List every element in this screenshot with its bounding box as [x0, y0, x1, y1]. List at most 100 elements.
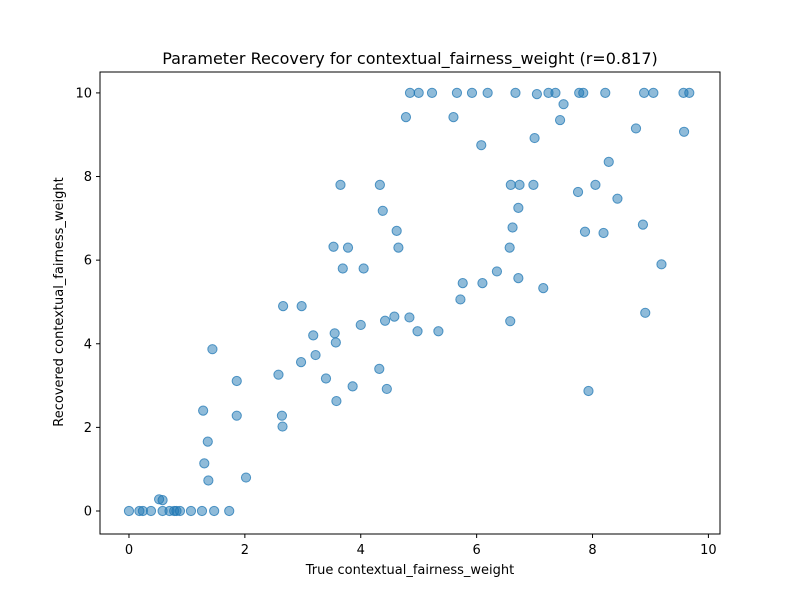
data-point — [209, 505, 220, 517]
data-point — [598, 227, 609, 239]
data-point — [355, 319, 366, 331]
data-point — [320, 373, 332, 384]
chart-title: Parameter Recovery for contextual_fairne… — [162, 49, 658, 69]
data-point — [448, 112, 459, 123]
data-point — [630, 123, 642, 134]
data-point — [391, 225, 402, 236]
data-point — [393, 242, 404, 253]
data-point — [328, 241, 339, 252]
data-point — [347, 381, 358, 392]
plot-frame — [99, 71, 721, 535]
x-tick-label: 0 — [125, 543, 133, 558]
data-point — [579, 226, 591, 237]
x-tick-label: 2 — [241, 543, 249, 558]
data-point — [457, 278, 468, 289]
data-point — [513, 202, 524, 213]
data-point — [308, 330, 319, 341]
data-point — [335, 179, 346, 190]
data-point — [513, 273, 524, 284]
data-point — [455, 294, 466, 305]
data-point — [157, 495, 168, 506]
data-point — [377, 205, 388, 216]
data-point — [678, 126, 690, 137]
data-point — [240, 472, 252, 483]
data-point — [231, 410, 242, 421]
data-point — [330, 337, 341, 348]
data-point — [374, 179, 385, 190]
data-point — [185, 505, 197, 517]
data-point — [404, 312, 415, 323]
data-point — [531, 89, 542, 100]
data-point — [276, 410, 288, 421]
data-point — [528, 179, 539, 190]
data-point — [400, 112, 412, 123]
data-point — [196, 505, 208, 517]
data-point — [199, 458, 210, 469]
data-point — [389, 311, 400, 322]
data-point — [477, 278, 488, 289]
data-point — [358, 263, 369, 274]
y-tick-label: 6 — [84, 254, 92, 269]
data-point — [329, 328, 340, 339]
x-tick-label: 8 — [588, 543, 596, 558]
data-point — [231, 375, 242, 387]
data-point — [514, 179, 525, 190]
data-point — [451, 87, 463, 99]
x-tick-label: 6 — [472, 543, 480, 558]
x-axis-label: True contextual_fairness_weight — [305, 563, 514, 578]
data-point — [277, 421, 288, 432]
data-point — [684, 87, 695, 99]
axes-layer: 0 2 4 6 8 10 0 2 4 6 8 10 — [75, 71, 721, 558]
data-point — [572, 186, 584, 198]
data-point — [648, 87, 659, 99]
data-point — [491, 266, 503, 277]
data-point — [426, 87, 438, 99]
data-point — [466, 87, 478, 99]
y-tick-label: 4 — [84, 337, 92, 352]
data-point — [510, 87, 521, 99]
data-point — [412, 326, 423, 337]
data-point — [310, 349, 321, 361]
data-point — [529, 132, 540, 144]
data-point — [612, 193, 623, 204]
data-point — [413, 87, 424, 99]
data-point — [207, 344, 218, 355]
data-point — [507, 222, 518, 233]
data-point — [331, 395, 342, 407]
data-point — [404, 87, 416, 99]
x-tick-label: 10 — [700, 543, 717, 558]
data-point — [505, 179, 516, 190]
data-point — [578, 87, 589, 99]
data-point — [145, 505, 157, 517]
data-point — [656, 259, 667, 270]
data-point — [174, 505, 186, 517]
data-point — [273, 369, 284, 380]
x-tick-label: 4 — [357, 543, 365, 558]
y-tick-label: 0 — [84, 505, 92, 520]
data-point — [198, 405, 209, 416]
data-point — [224, 505, 235, 517]
data-point — [558, 99, 569, 110]
data-point — [603, 156, 614, 167]
data-point — [337, 263, 348, 274]
data-point — [550, 87, 561, 99]
data-point — [504, 242, 515, 253]
data-point — [640, 307, 651, 318]
data-point — [482, 87, 493, 99]
data-point — [342, 242, 354, 253]
data-point — [379, 315, 391, 326]
y-tick-label: 10 — [75, 86, 92, 101]
data-point — [202, 436, 213, 447]
data-point — [554, 114, 566, 126]
data-point — [637, 219, 649, 230]
data-point — [278, 301, 289, 312]
y-axis-label: Recovered contextual_fairness_weight — [52, 177, 67, 426]
data-point — [203, 475, 214, 486]
data-point — [433, 326, 444, 337]
data-point — [538, 283, 549, 294]
data-point — [295, 357, 307, 368]
data-point — [381, 383, 392, 395]
data-point — [638, 87, 650, 99]
